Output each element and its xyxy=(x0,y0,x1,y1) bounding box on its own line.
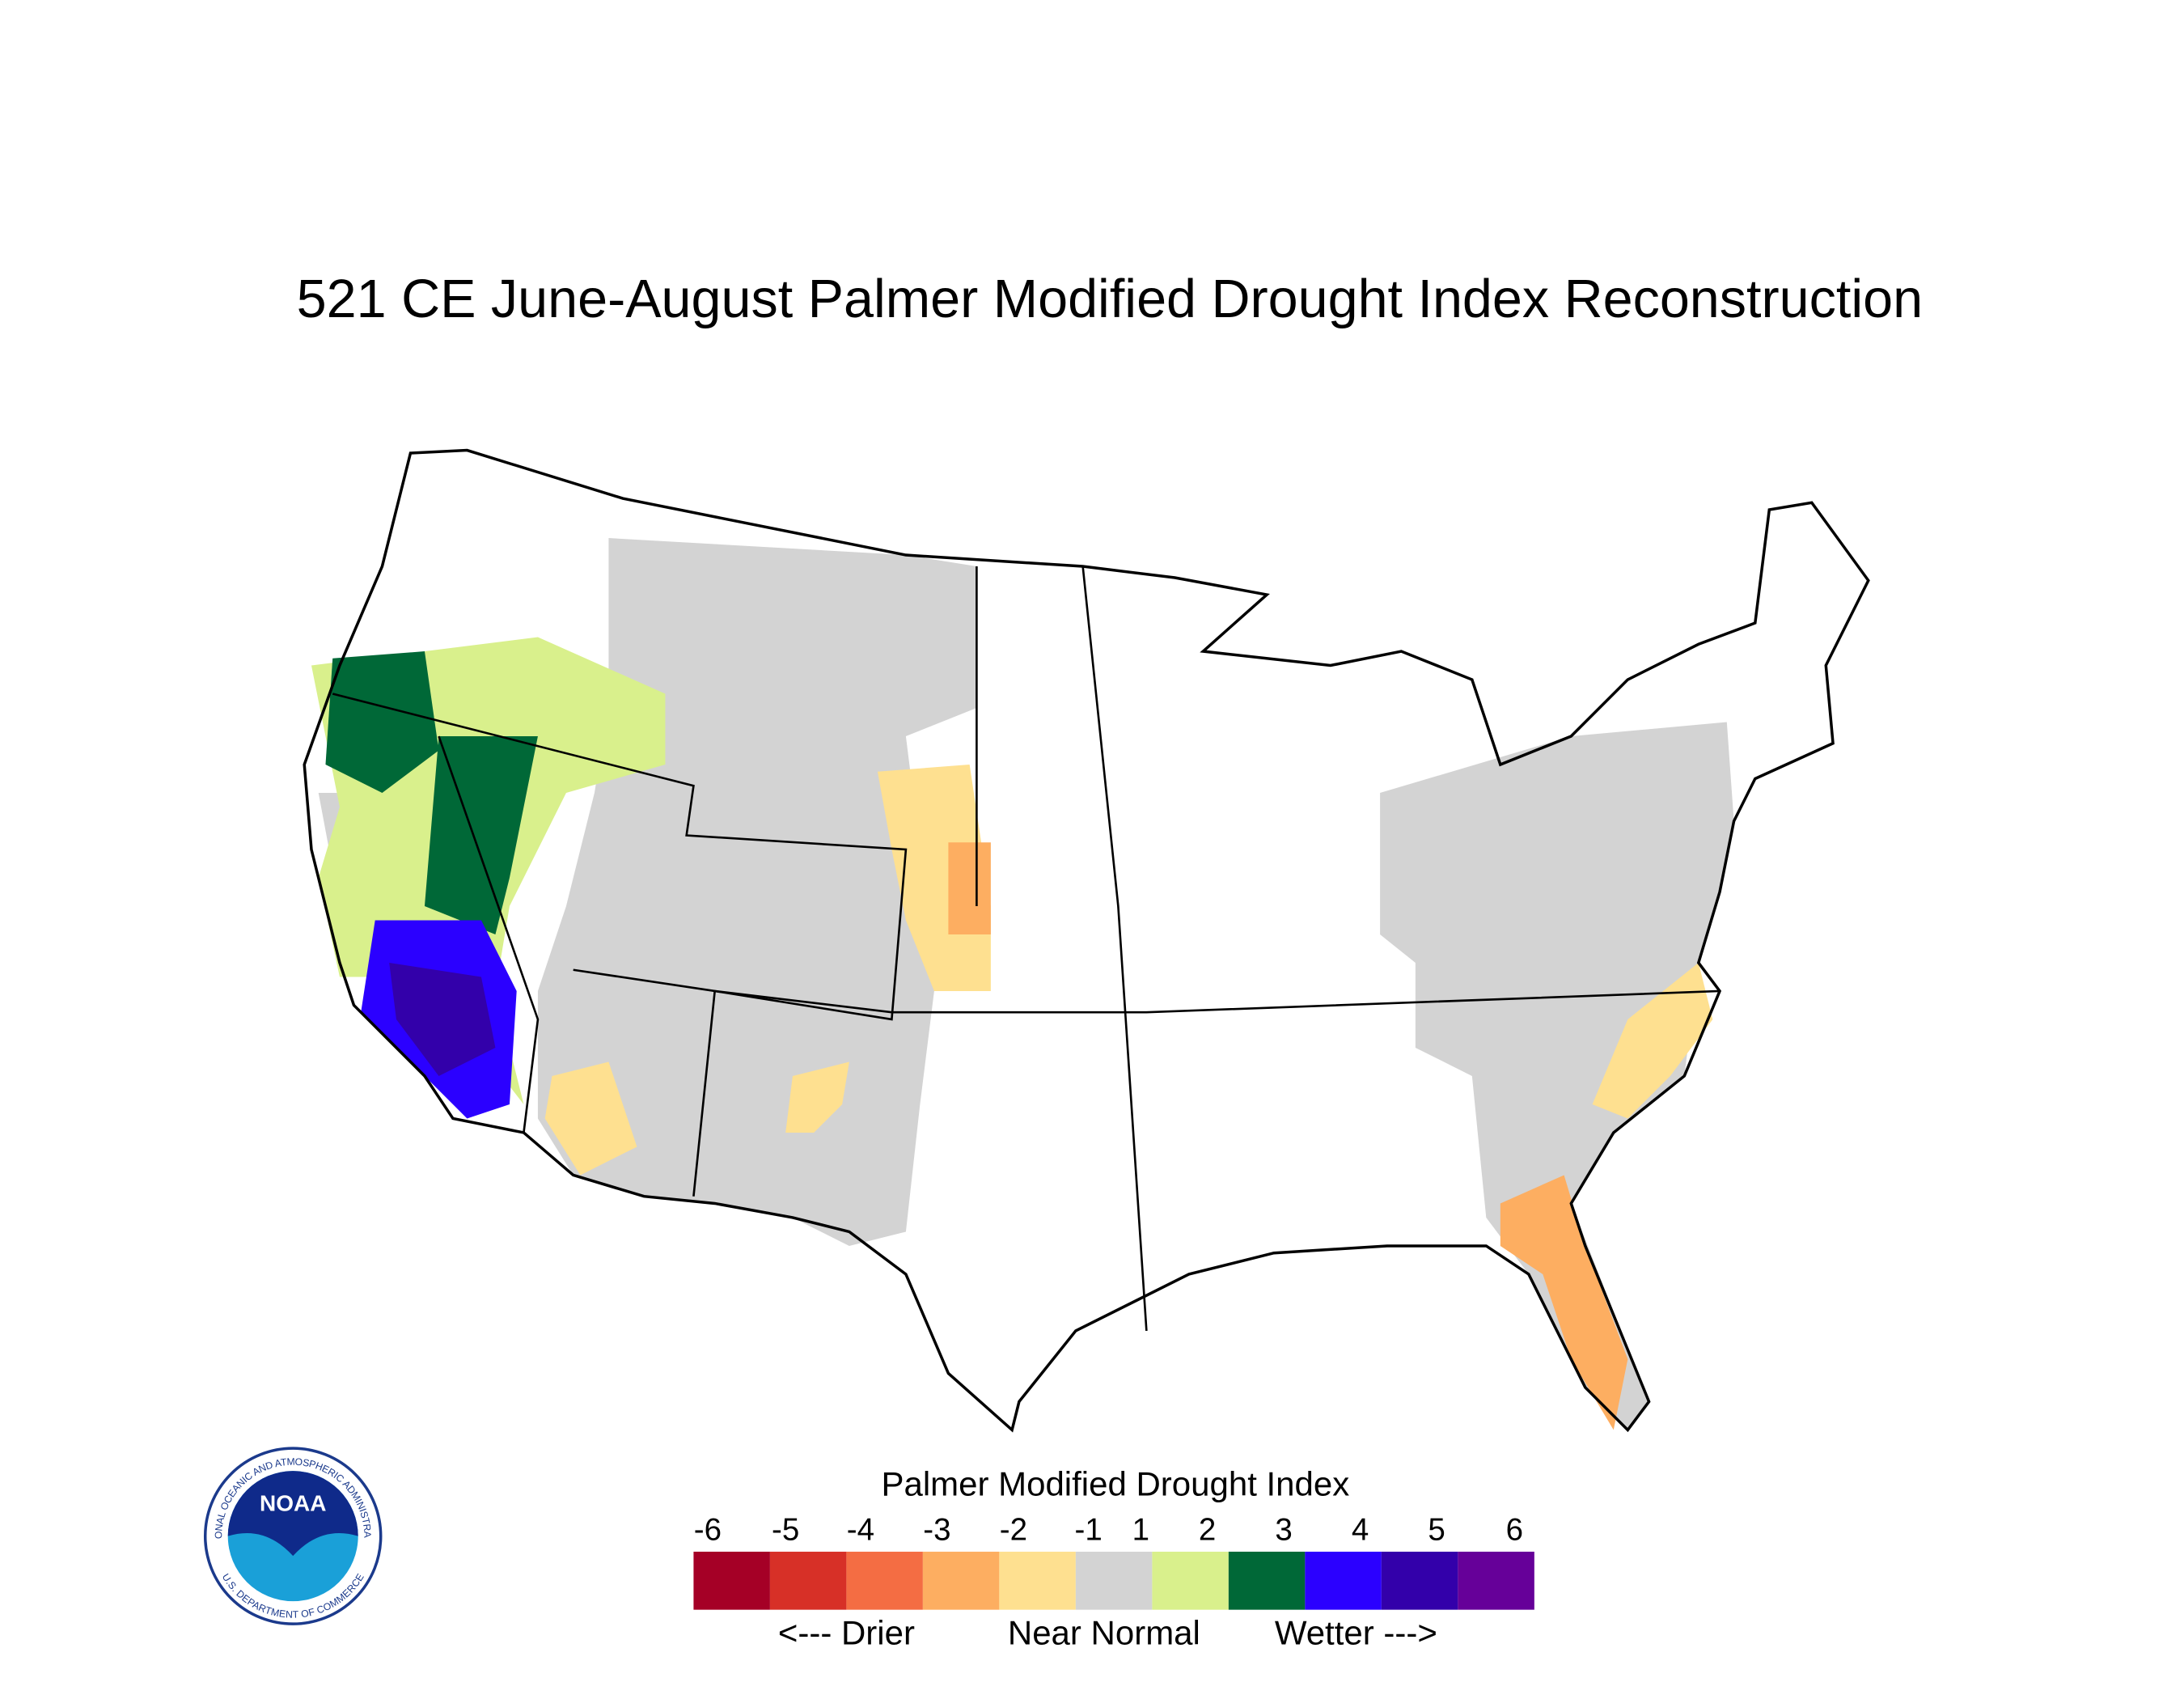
legend-swatch xyxy=(769,1551,847,1610)
region-dry-az xyxy=(544,1061,637,1176)
legend-label: Wetter ---> xyxy=(1275,1613,1437,1651)
legend-tick-label: -1 xyxy=(1075,1513,1103,1548)
legend-swatch xyxy=(693,1551,770,1610)
legend-swatch xyxy=(1228,1551,1306,1610)
state-lines xyxy=(332,566,1721,1332)
legend-title: Palmer Modified Drought Index xyxy=(881,1465,1349,1503)
region-drier-ks xyxy=(948,842,991,934)
logo-top xyxy=(227,1471,358,1557)
legend: Palmer Modified Drought Index -6 -5 -4 -3 -2… xyxy=(693,1465,1534,1651)
region-dry-nm xyxy=(785,1061,849,1133)
legend-tick-label: -5 xyxy=(772,1513,799,1548)
us-map xyxy=(303,448,1870,1433)
region-drier-florida xyxy=(1500,1175,1628,1430)
legend-swatch xyxy=(1381,1551,1458,1610)
region-dry-carolinas xyxy=(1592,962,1713,1119)
legend-label: <--- Drier xyxy=(778,1613,915,1651)
region-very-wet-nv xyxy=(424,736,538,934)
legend-tick-label: -6 xyxy=(694,1513,722,1548)
legend-tick-label: 6 xyxy=(1506,1513,1523,1548)
legend-swatch xyxy=(1075,1551,1153,1610)
legend-tick-label: -4 xyxy=(847,1513,874,1548)
legend-tick-label: 3 xyxy=(1275,1513,1292,1548)
logo-text: NOAA xyxy=(260,1491,326,1516)
legend-tick-label: 1 xyxy=(1132,1513,1149,1548)
us-outline xyxy=(303,448,1870,1433)
region-near-normal-east xyxy=(1380,722,1734,1430)
legend-swatch xyxy=(1458,1551,1534,1610)
region-very-wet-nw xyxy=(325,651,439,794)
legend-tick-label: 4 xyxy=(1352,1513,1369,1548)
region-extreme-wet-core xyxy=(389,962,496,1076)
legend-tick-label: 2 xyxy=(1199,1513,1216,1548)
title: 521 CE June-August Palmer Modified Droug… xyxy=(297,269,1923,329)
legend-swatch xyxy=(846,1551,923,1610)
legend-swatch xyxy=(999,1551,1076,1610)
legend-tick-label: 5 xyxy=(1428,1513,1445,1548)
legend-label: Near Normal xyxy=(1008,1613,1200,1651)
legend-swatch xyxy=(1152,1551,1229,1610)
noaa-logo: NOAA NATIONAL OCEANIC AND ATMOSPHERIC AD… xyxy=(203,1447,383,1625)
legend-tick-label: -2 xyxy=(1000,1513,1027,1548)
legend-tick-label: -3 xyxy=(923,1513,950,1548)
legend-swatch xyxy=(922,1551,1000,1610)
legend-swatch xyxy=(1305,1551,1382,1610)
